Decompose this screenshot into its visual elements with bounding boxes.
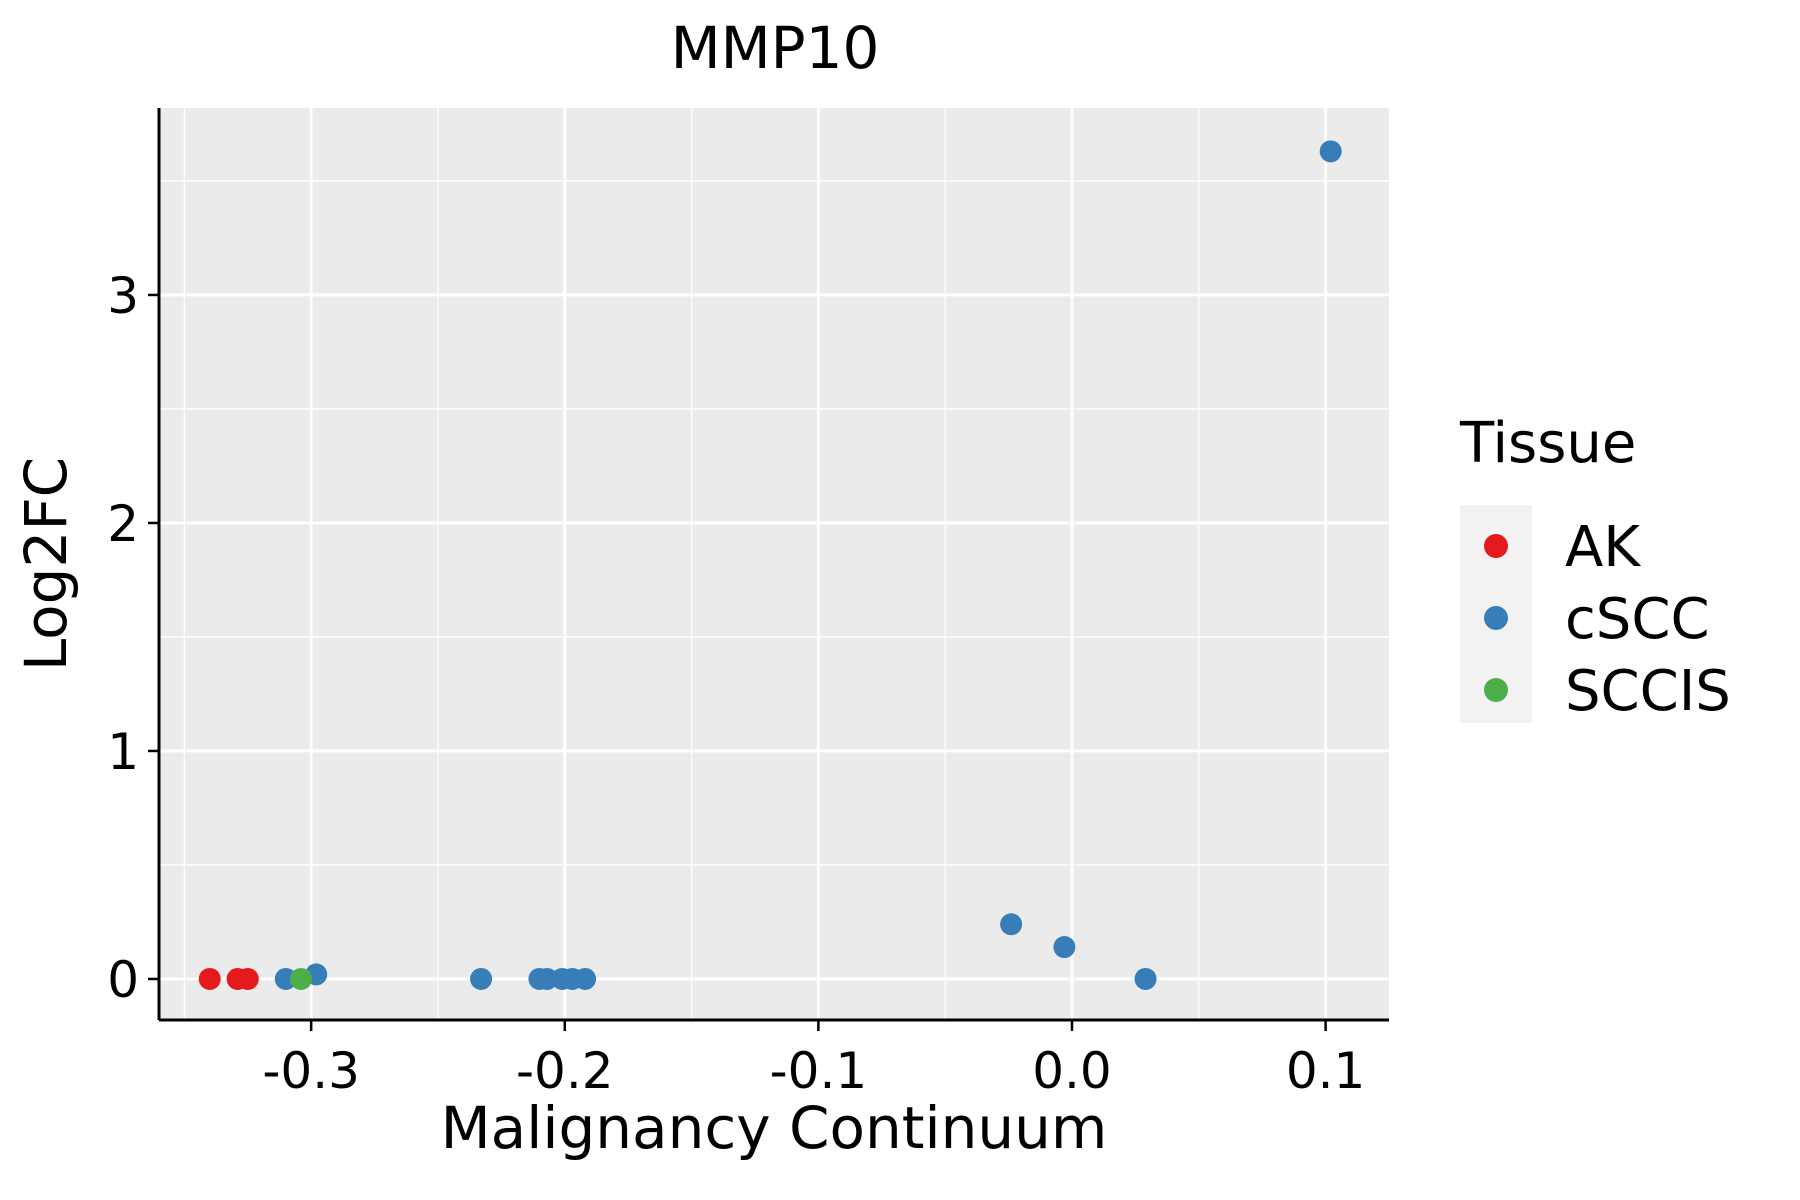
y-tick-label: 1 (107, 723, 139, 781)
data-point-cscc (1134, 967, 1157, 990)
y-tick-label: 2 (107, 495, 139, 553)
y-tick-label: 3 (107, 267, 139, 325)
x-tick-label: 0.0 (1032, 1042, 1112, 1100)
legend-key-cscc (1484, 606, 1508, 630)
data-point-cscc (1000, 913, 1023, 936)
data-point-cscc (274, 967, 297, 990)
y-ticks: 0 1 2 3 (107, 267, 159, 1009)
gridlines (159, 108, 1389, 1020)
x-ticks: -0.3 -0.2 -0.1 0.0 0.1 (262, 1020, 1365, 1100)
x-tick-label: -0.2 (516, 1042, 614, 1100)
legend-items: AK cSCC SCCIS (1484, 515, 1731, 724)
legend-label-ak: AK (1565, 515, 1641, 580)
legend-title: Tissue (1459, 411, 1636, 476)
legend-key-sccis (1484, 678, 1508, 702)
legend: Tissue AK cSCC SCCIS (1459, 411, 1731, 724)
legend-label-cscc: cSCC (1565, 587, 1710, 652)
data-point-cscc (574, 967, 597, 990)
x-tick-label: -0.1 (770, 1042, 868, 1100)
data-point-ak (198, 967, 221, 990)
data-point-sccis (290, 967, 313, 990)
data-point-cscc (536, 967, 559, 990)
data-point-cscc (470, 967, 493, 990)
data-point-ak (236, 967, 259, 990)
x-tick-label: 0.1 (1286, 1042, 1366, 1100)
y-axis-title: Log2FC (12, 457, 80, 671)
legend-key-ak (1484, 534, 1508, 558)
y-tick-label: 0 (107, 951, 139, 1009)
plot-panel (159, 108, 1389, 1020)
data-point-cscc (1319, 140, 1342, 163)
axes (157, 108, 1389, 1022)
data-points (198, 140, 1342, 990)
data-point-cscc (1053, 936, 1076, 959)
chart-title: MMP10 (671, 14, 880, 82)
x-axis-title: Malignancy Continuum (441, 1094, 1108, 1162)
x-tick-label: -0.3 (262, 1042, 360, 1100)
legend-label-sccis: SCCIS (1565, 659, 1731, 724)
